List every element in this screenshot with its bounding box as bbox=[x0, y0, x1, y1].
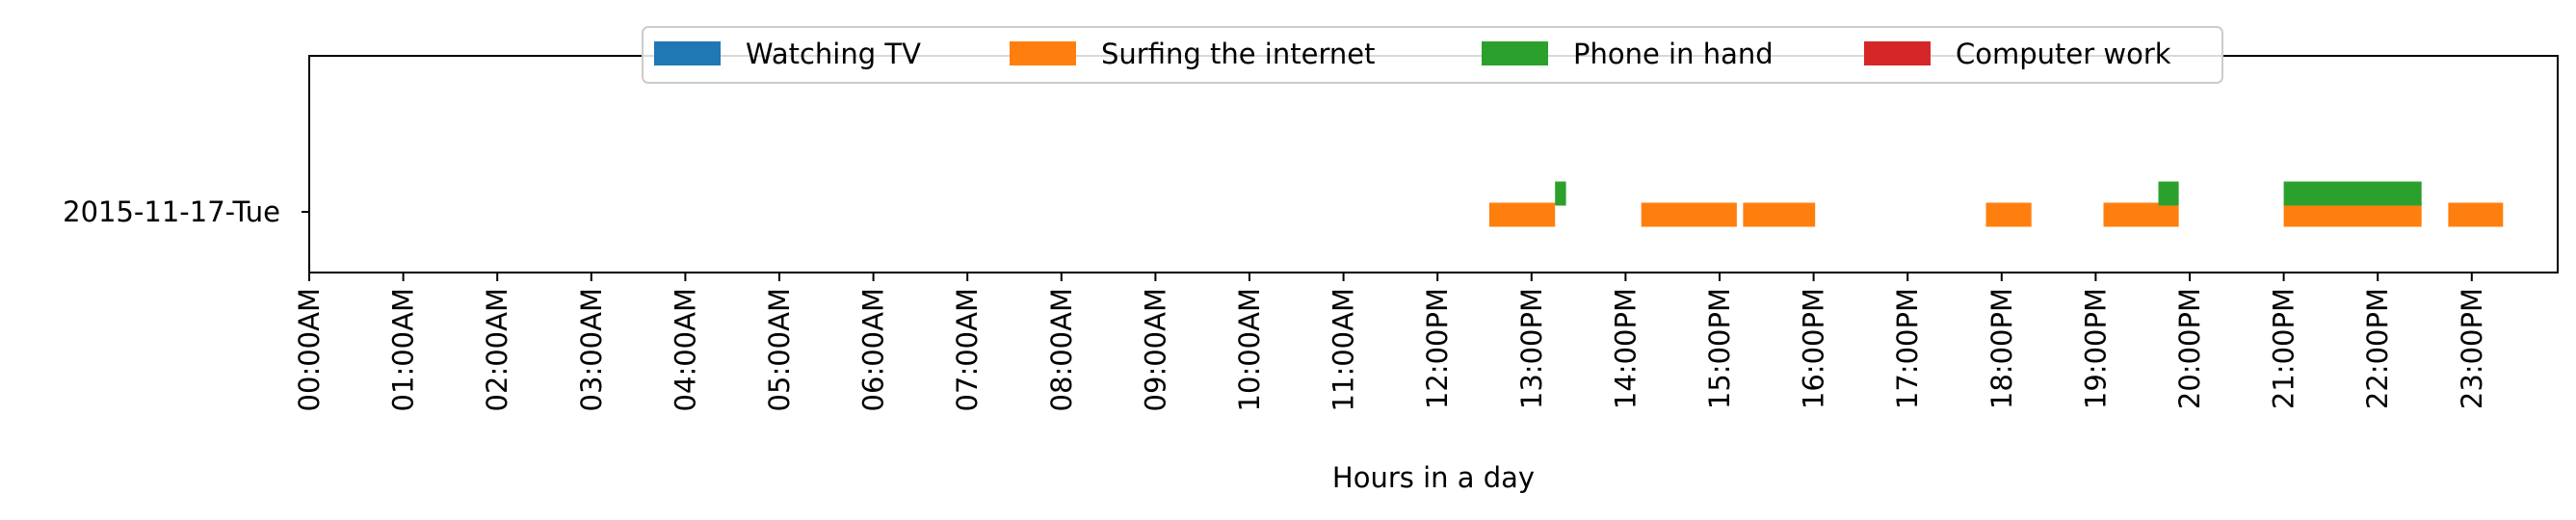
x-tick-label: 01:00AM bbox=[387, 288, 420, 411]
y-axis: 2015-11-17-Tue bbox=[63, 195, 309, 228]
bar-surfing-the-internet-2 bbox=[1743, 202, 1816, 227]
bar-surfing-the-internet-0 bbox=[1488, 202, 1556, 227]
legend-box bbox=[642, 26, 2223, 84]
bar-surfing-the-internet-6 bbox=[2448, 202, 2504, 227]
bars-layer bbox=[1488, 181, 2504, 227]
x-tick-label: 04:00AM bbox=[669, 288, 701, 411]
x-tick-label: 18:00PM bbox=[1985, 288, 2018, 409]
legend-swatch-watching-tv bbox=[654, 41, 721, 65]
x-tick-label: 00:00AM bbox=[293, 288, 326, 411]
legend-swatch-phone-in-hand bbox=[1482, 41, 1548, 65]
x-tick-label: 09:00AM bbox=[1139, 288, 1171, 411]
bar-surfing-the-internet-3 bbox=[1985, 202, 2032, 227]
legend-swatch-surfing-the-internet bbox=[1010, 41, 1076, 65]
legend-label-computer-work: Computer work bbox=[1956, 38, 2171, 70]
x-tick-label: 07:00AM bbox=[951, 288, 984, 411]
legend-label-surfing-the-internet: Surfing the internet bbox=[1101, 38, 1375, 70]
x-tick-label: 03:00AM bbox=[575, 288, 608, 411]
x-axis-title: Hours in a day bbox=[1332, 461, 1535, 494]
bar-surfing-the-internet-1 bbox=[1641, 202, 1737, 227]
x-axis: 00:00AM 01:00AM 02:00AM 03:00AM 04:00AM 05:00… bbox=[293, 273, 2488, 411]
x-tick-label: 22:00PM bbox=[2361, 288, 2394, 409]
x-tick-label: 13:00PM bbox=[1515, 288, 1548, 409]
plot-frame bbox=[308, 55, 2559, 273]
x-tick-label: 15:00PM bbox=[1703, 288, 1736, 409]
legend-label-phone-in-hand: Phone in hand bbox=[1573, 38, 1774, 70]
x-tick-label: 10:00AM bbox=[1233, 288, 1266, 411]
x-tick-label: 16:00PM bbox=[1798, 288, 1830, 409]
legend: Watching TV Surfing the internet Phone in … bbox=[642, 26, 2223, 84]
x-tick-label: 06:00AM bbox=[857, 288, 890, 411]
bar-phone-in-hand-0 bbox=[1555, 181, 1566, 206]
x-tick-label: 02:00AM bbox=[481, 288, 513, 411]
legend-label-watching-tv: Watching TV bbox=[746, 38, 921, 70]
bar-phone-in-hand-1 bbox=[2158, 181, 2179, 206]
legend-swatch-computer-work bbox=[1864, 41, 1931, 65]
x-tick-label: 20:00PM bbox=[2173, 288, 2206, 409]
x-tick-label: 14:00PM bbox=[1609, 288, 1642, 409]
bar-surfing-the-internet-5 bbox=[2283, 202, 2422, 227]
x-tick-label: 17:00PM bbox=[1891, 288, 1924, 409]
bar-phone-in-hand-2 bbox=[2283, 181, 2422, 206]
y-tick-label: 2015-11-17-Tue bbox=[63, 195, 280, 228]
x-tick-label: 21:00PM bbox=[2268, 288, 2300, 409]
x-tick-label: 05:00AM bbox=[763, 288, 796, 411]
x-tick-label: 08:00AM bbox=[1045, 288, 1078, 411]
x-tick-label: 19:00PM bbox=[2079, 288, 2112, 409]
x-tick-label: 12:00PM bbox=[1421, 288, 1454, 409]
x-tick-label: 11:00AM bbox=[1327, 288, 1360, 411]
x-tick-label: 23:00PM bbox=[2456, 288, 2488, 409]
bar-surfing-the-internet-4 bbox=[2103, 202, 2179, 227]
